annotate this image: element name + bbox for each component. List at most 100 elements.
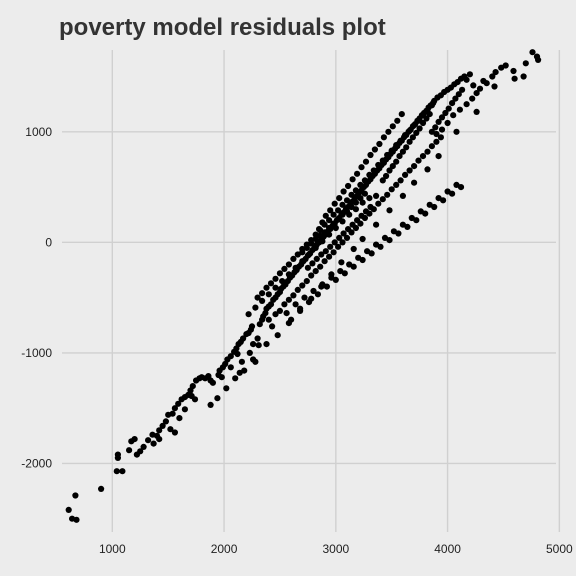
data-point <box>396 153 403 160</box>
data-point <box>250 356 257 363</box>
data-point <box>285 320 292 327</box>
data-point <box>343 197 351 204</box>
data-point <box>352 199 359 206</box>
data-point <box>435 118 442 125</box>
data-point <box>175 400 182 407</box>
data-point <box>411 122 418 129</box>
data-point <box>406 138 413 145</box>
data-point <box>299 249 306 256</box>
data-point <box>339 211 346 218</box>
data-point <box>326 253 333 260</box>
data-point <box>393 142 400 149</box>
data-point <box>301 294 308 301</box>
data-point <box>394 117 401 124</box>
x-tick-label: 3000 <box>322 542 349 556</box>
data-point <box>322 212 329 219</box>
data-point <box>238 358 245 365</box>
data-point <box>413 129 420 136</box>
data-point <box>357 181 364 188</box>
data-point <box>349 176 356 183</box>
data-point <box>359 235 366 243</box>
data-point <box>455 91 462 98</box>
data-point <box>145 437 152 444</box>
data-point <box>171 405 178 412</box>
data-point <box>308 295 315 302</box>
data-point <box>285 296 292 303</box>
data-point <box>449 100 456 107</box>
data-point <box>416 125 423 132</box>
data-point <box>119 468 126 475</box>
data-point <box>312 268 319 275</box>
data-point <box>308 272 315 279</box>
data-point <box>309 260 316 267</box>
data-point <box>361 177 368 184</box>
data-point <box>358 212 365 219</box>
data-point <box>281 265 288 272</box>
data-point <box>279 278 286 285</box>
data-point <box>440 197 447 204</box>
data-point <box>303 244 310 251</box>
data-point <box>269 323 276 330</box>
data-point <box>350 263 357 270</box>
data-point <box>72 492 79 499</box>
data-point <box>263 284 270 291</box>
data-point <box>362 208 370 215</box>
data-point <box>492 69 499 76</box>
data-point <box>304 264 311 271</box>
data-point <box>318 251 325 258</box>
data-point <box>511 75 518 82</box>
data-point <box>379 157 386 164</box>
data-point <box>169 410 176 417</box>
data-point <box>376 140 383 148</box>
data-point <box>352 206 359 213</box>
data-point <box>473 90 480 97</box>
data-point <box>375 200 382 207</box>
data-point <box>313 255 320 262</box>
data-point <box>181 406 188 413</box>
data-point <box>207 401 214 408</box>
data-point <box>156 427 163 434</box>
data-point <box>290 255 297 262</box>
data-point <box>272 311 279 318</box>
data-point <box>340 230 347 237</box>
data-point <box>162 418 169 425</box>
data-point <box>241 367 248 374</box>
data-point <box>354 217 361 224</box>
data-point <box>283 310 290 317</box>
data-point <box>240 335 247 342</box>
data-point <box>362 158 370 165</box>
data-point <box>432 124 439 131</box>
data-point <box>331 200 338 207</box>
data-point <box>191 396 199 403</box>
data-point <box>189 383 196 390</box>
data-point <box>350 245 357 253</box>
data-point <box>140 443 147 450</box>
data-point <box>424 148 431 155</box>
data-point <box>359 256 366 264</box>
data-point <box>438 114 446 121</box>
data-point <box>326 217 333 224</box>
data-point <box>267 280 275 287</box>
data-point <box>452 95 459 102</box>
data-point <box>395 230 402 237</box>
data-point <box>299 258 306 265</box>
data-point <box>332 276 339 283</box>
data-point <box>294 286 301 293</box>
data-point <box>469 95 476 102</box>
data-point <box>371 146 378 153</box>
data-point <box>345 182 352 190</box>
data-point <box>326 231 333 238</box>
data-point <box>411 163 418 170</box>
data-point <box>397 177 404 184</box>
data-point <box>361 190 368 197</box>
data-point <box>336 195 343 202</box>
data-point <box>209 379 216 386</box>
data-point <box>346 211 353 218</box>
data-point <box>272 275 279 282</box>
data-point <box>305 251 313 258</box>
data-point <box>328 271 335 278</box>
x-tick-label: 2000 <box>211 542 238 556</box>
data-point <box>248 323 256 330</box>
